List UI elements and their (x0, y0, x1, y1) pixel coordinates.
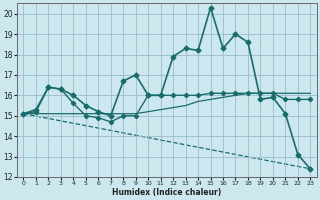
X-axis label: Humidex (Indice chaleur): Humidex (Indice chaleur) (112, 188, 221, 197)
